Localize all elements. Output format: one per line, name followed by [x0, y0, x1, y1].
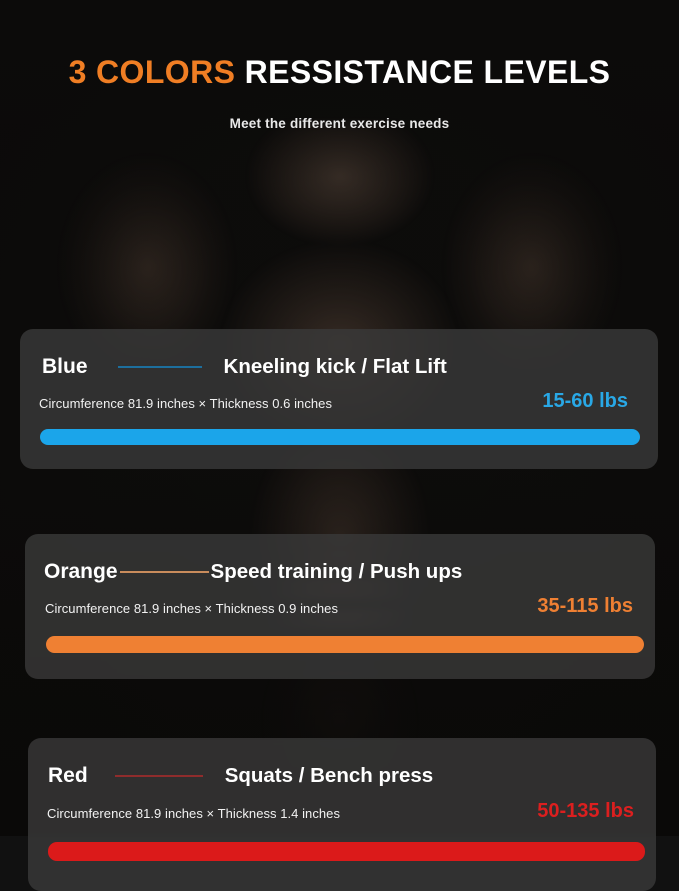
band-spec-red: Circumference 81.9 inches × Thickness 1.… [47, 806, 341, 821]
card-sub-red: Circumference 81.9 inches × Thickness 1.… [28, 788, 656, 821]
resistance-card-red: Red Squats / Bench press Circumference 8… [28, 738, 656, 891]
card-sub-orange: Circumference 81.9 inches × Thickness 0.… [25, 584, 655, 616]
band-weight-red: 50-135 lbs [537, 800, 634, 822]
band-color-name-red: Red [48, 764, 88, 787]
page-title-rest: RESSISTANCE LEVELS [244, 54, 611, 90]
connector-line-orange [119, 571, 209, 573]
page-title-accent: 3 COLORS [68, 54, 236, 90]
band-bar-track-red [28, 821, 656, 861]
band-usage-orange: Speed training / Push ups [210, 560, 463, 583]
resistance-card-orange: Orange Speed training / Push ups Circumf… [25, 534, 655, 679]
band-spec-orange: Circumference 81.9 inches × Thickness 0.… [45, 601, 339, 616]
band-usage-blue: Kneeling kick / Flat Lift [223, 355, 447, 378]
band-bar-orange [46, 636, 644, 653]
card-header-red: Red Squats / Bench press [28, 738, 656, 788]
band-weight-orange: 35-115 lbs [537, 595, 633, 617]
band-bar-track-orange [25, 616, 655, 653]
band-bar-track-blue [20, 411, 658, 445]
band-color-name-orange: Orange [44, 560, 118, 583]
card-sub-blue: Circumference 81.9 inches × Thickness 0.… [20, 379, 658, 411]
page-subtitle: Meet the different exercise needs [229, 116, 450, 131]
band-weight-blue: 15-60 lbs [542, 390, 628, 412]
band-spec-blue: Circumference 81.9 inches × Thickness 0.… [39, 396, 333, 411]
page-title: 3 COLORS RESSISTANCE LEVELS [0, 54, 679, 91]
band-color-name-blue: Blue [42, 355, 88, 378]
header: 3 COLORS RESSISTANCE LEVELS Meet the dif… [0, 0, 679, 131]
resistance-card-blue: Blue Kneeling kick / Flat Lift Circumfer… [20, 329, 658, 469]
card-header-orange: Orange Speed training / Push ups [25, 534, 655, 584]
connector-line-red [114, 775, 203, 777]
band-bar-blue [40, 429, 640, 445]
band-bar-red [48, 842, 645, 861]
connector-line-blue [117, 366, 202, 368]
card-header-blue: Blue Kneeling kick / Flat Lift [20, 329, 658, 379]
band-usage-red: Squats / Bench press [224, 764, 434, 787]
